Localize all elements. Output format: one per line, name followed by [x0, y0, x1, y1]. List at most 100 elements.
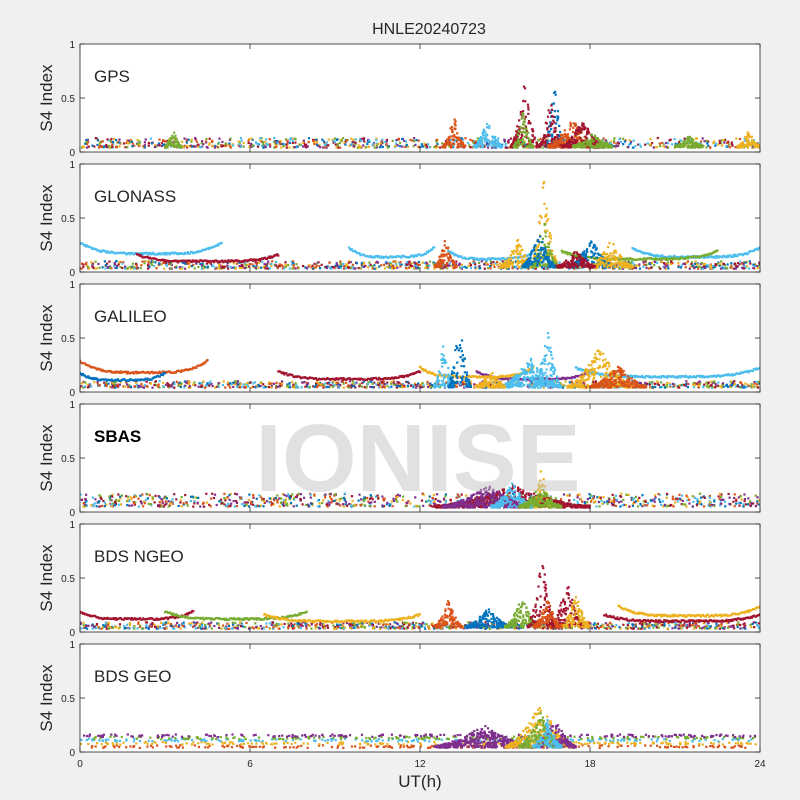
- data-point: [686, 260, 690, 263]
- data-point: [527, 106, 530, 109]
- data-point: [133, 267, 136, 270]
- data-point: [250, 142, 253, 145]
- data-point: [148, 251, 151, 254]
- data-point: [152, 251, 155, 254]
- data-point: [521, 139, 524, 142]
- data-point: [567, 133, 570, 136]
- data-point: [584, 253, 587, 256]
- data-point: [320, 263, 323, 266]
- data-point: [575, 263, 578, 266]
- data-point: [150, 260, 153, 263]
- data-point: [144, 138, 147, 141]
- data-point: [289, 137, 292, 140]
- data-point: [266, 267, 269, 270]
- data-point: [619, 260, 623, 263]
- data-point: [634, 248, 637, 251]
- data-point: [579, 137, 582, 140]
- data-point: [480, 140, 483, 143]
- data-point: [596, 138, 600, 141]
- data-point: [501, 260, 504, 263]
- data-point: [317, 261, 320, 264]
- data-point: [693, 267, 696, 270]
- data-point: [705, 265, 708, 268]
- data-point: [612, 243, 615, 246]
- data-point: [321, 138, 324, 141]
- data-point: [136, 143, 139, 146]
- data-point: [269, 143, 272, 146]
- data-point: [620, 266, 623, 269]
- data-point: [476, 137, 479, 140]
- data-point: [552, 266, 555, 269]
- data-point: [730, 262, 733, 265]
- data-point: [698, 144, 701, 148]
- data-point: [420, 143, 423, 146]
- data-point: [509, 254, 513, 257]
- data-point: [558, 261, 561, 264]
- data-point: [523, 135, 526, 138]
- data-point: [362, 144, 365, 147]
- data-point: [686, 146, 689, 149]
- data-point: [175, 144, 178, 147]
- data-point: [438, 266, 441, 269]
- data-point: [220, 145, 223, 148]
- data-point: [554, 93, 557, 96]
- data-point: [609, 252, 612, 255]
- data-point: [548, 264, 551, 267]
- data-point: [628, 139, 631, 142]
- data-point: [746, 131, 749, 134]
- data-point: [535, 259, 538, 263]
- data-point: [166, 139, 169, 142]
- data-point: [746, 135, 749, 138]
- data-point: [753, 265, 757, 268]
- data-point: [250, 145, 253, 148]
- data-point: [548, 243, 551, 246]
- data-point: [551, 261, 555, 264]
- data-point: [279, 143, 282, 146]
- data-point: [444, 263, 447, 266]
- data-point: [569, 121, 572, 124]
- data-point: [427, 143, 430, 146]
- data-point: [423, 144, 426, 147]
- data-point: [717, 143, 720, 146]
- data-point: [743, 138, 746, 141]
- data-point: [543, 251, 546, 254]
- data-point: [138, 141, 141, 144]
- data-point: [528, 138, 531, 141]
- data-point: [173, 144, 176, 147]
- data-point: [228, 142, 231, 145]
- data-point: [227, 144, 230, 147]
- data-point: [164, 251, 167, 254]
- data-point: [494, 139, 497, 142]
- data-point: [323, 143, 326, 146]
- data-point: [575, 130, 578, 133]
- data-point: [475, 257, 479, 260]
- data-point: [615, 262, 618, 265]
- data-point: [385, 138, 388, 142]
- data-point: [216, 145, 219, 149]
- data-point: [276, 253, 279, 256]
- data-point: [208, 262, 211, 265]
- data-point: [533, 252, 536, 255]
- data-point: [543, 243, 546, 246]
- data-point: [227, 267, 230, 270]
- data-point: [119, 266, 122, 269]
- data-point: [637, 264, 641, 267]
- data-point: [517, 261, 520, 264]
- data-point: [142, 253, 145, 256]
- data-point: [553, 121, 556, 124]
- data-point: [600, 259, 603, 262]
- data-point: [530, 144, 533, 147]
- data-point: [573, 267, 576, 270]
- data-point: [729, 266, 732, 269]
- data-point: [409, 264, 412, 267]
- data-point: [483, 145, 486, 148]
- data-point: [491, 143, 494, 146]
- data-point: [527, 266, 530, 269]
- data-point: [585, 248, 589, 251]
- data-point: [217, 141, 221, 144]
- data-point: [756, 248, 760, 251]
- data-point: [417, 260, 420, 264]
- data-point: [722, 263, 726, 266]
- data-point: [680, 139, 683, 142]
- data-point: [217, 244, 220, 247]
